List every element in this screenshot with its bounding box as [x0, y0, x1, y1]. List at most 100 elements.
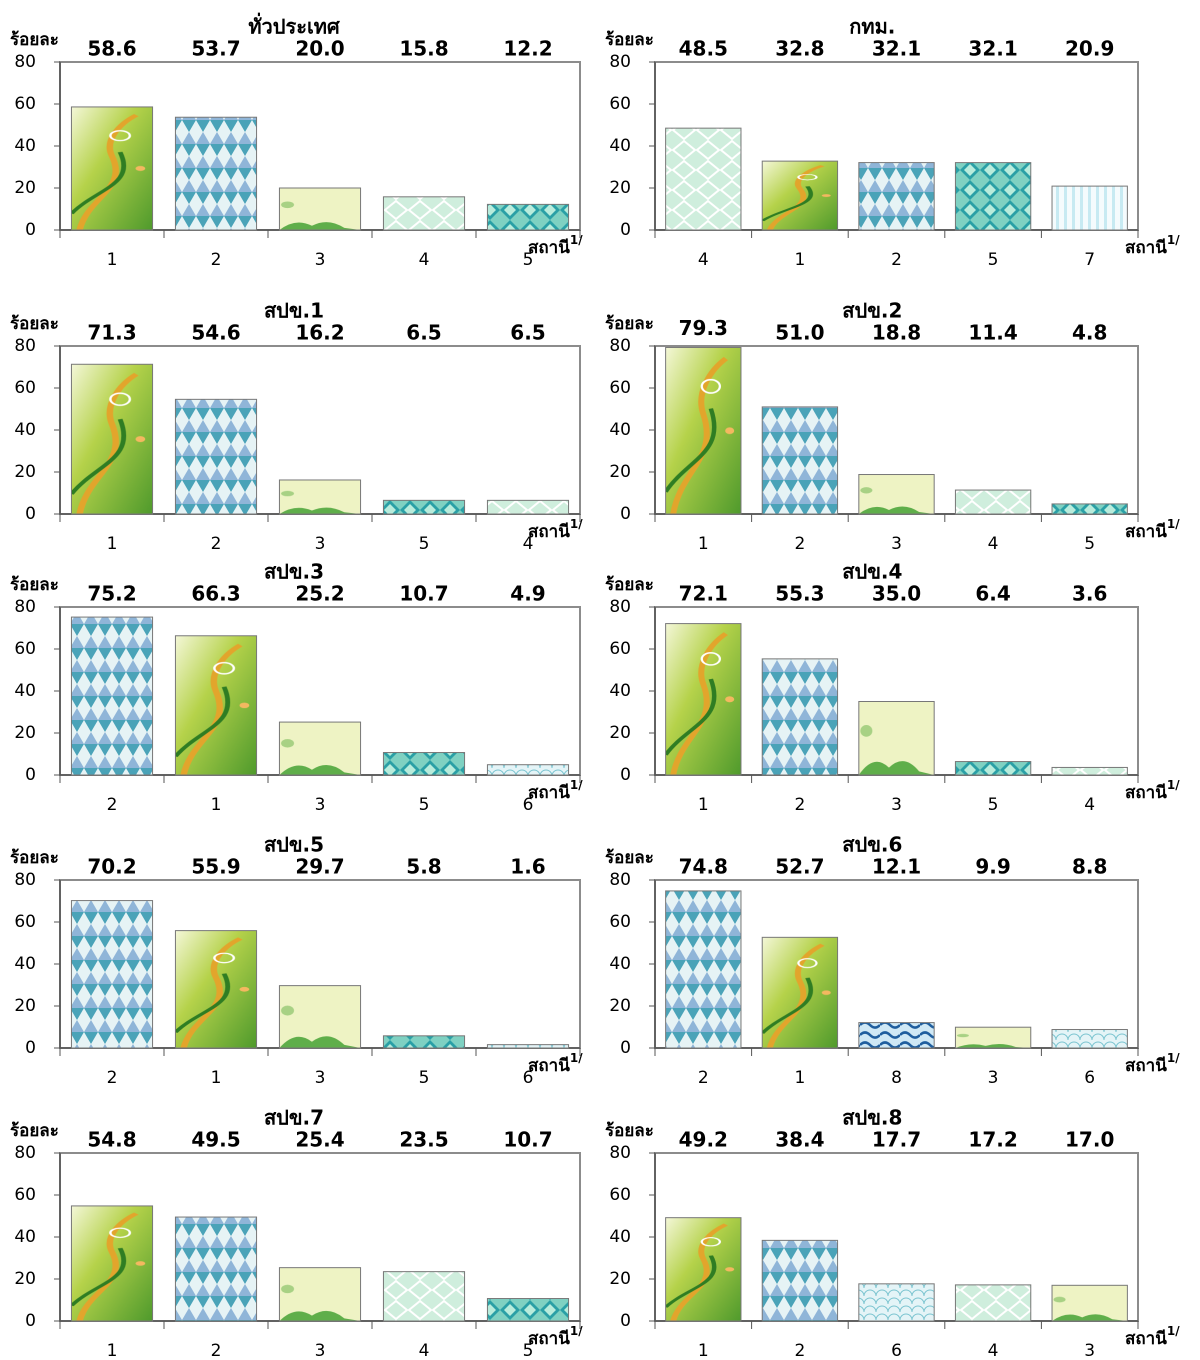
y-axis-label: ร้อยละ: [605, 1121, 654, 1141]
bar: [174, 930, 258, 1049]
y-tick-label: 20: [14, 178, 36, 198]
bar: [954, 1284, 1032, 1322]
bar: [382, 196, 466, 231]
y-axis-label: ร้อยละ: [605, 314, 654, 334]
x-tick-label: 1: [107, 250, 118, 270]
y-tick-label: 40: [609, 136, 631, 156]
value-label: 10.7: [399, 582, 448, 606]
x-axis-label-text: สถานี: [1125, 521, 1167, 542]
x-tick-label: 2: [794, 1341, 805, 1360]
bar: [1051, 766, 1128, 776]
value-label: 18.8: [872, 321, 921, 345]
x-tick-label: 2: [794, 795, 805, 815]
y-tick-label: 80: [14, 1143, 36, 1163]
x-tick-label: 2: [891, 250, 902, 270]
x-tick-label: 4: [988, 534, 999, 554]
bar: [278, 187, 362, 231]
bar: [174, 116, 258, 231]
bar: [278, 479, 362, 515]
y-tick-label: 40: [14, 681, 36, 701]
x-tick-label: 2: [211, 250, 222, 270]
bar: [70, 616, 154, 776]
x-tick-label: 8: [891, 1068, 902, 1088]
y-tick-label: 40: [609, 954, 631, 974]
chart-title: สปข.3: [264, 560, 324, 584]
value-label: 29.7: [295, 855, 344, 879]
x-tick-label: 1: [211, 795, 222, 815]
y-tick-label: 0: [620, 765, 631, 785]
value-label: 4.9: [510, 582, 545, 606]
x-axis-label-text: สถานี: [1125, 237, 1167, 258]
value-label: 25.2: [295, 582, 344, 606]
y-tick-label: 40: [14, 136, 36, 156]
x-tick-label: 1: [107, 534, 118, 554]
bar: [858, 1022, 935, 1049]
value-label: 8.8: [1072, 855, 1107, 879]
x-axis-label-superscript: 1/: [1167, 517, 1180, 531]
x-tick-label: 4: [698, 250, 709, 270]
bar: [858, 1283, 935, 1322]
x-tick-label: 5: [523, 250, 534, 270]
x-axis-label-superscript: 1/: [1167, 233, 1180, 247]
x-axis-label: สถานี1/: [528, 778, 583, 804]
value-label: 17.7: [872, 1128, 921, 1152]
value-label: 23.5: [399, 1128, 448, 1152]
x-tick-label: 2: [211, 1341, 222, 1360]
x-axis-label-text: สถานี: [528, 1055, 570, 1076]
y-tick-label: 60: [14, 94, 36, 114]
bar: [858, 162, 935, 231]
chart-title: สปข.6: [842, 833, 902, 857]
x-tick-label: 1: [107, 1341, 118, 1360]
y-tick-label: 20: [14, 1269, 36, 1289]
x-axis-label-text: สถานี: [1125, 1055, 1167, 1076]
y-tick-label: 20: [609, 996, 631, 1016]
value-label: 4.8: [1072, 321, 1107, 345]
y-tick-label: 40: [14, 954, 36, 974]
x-tick-label: 6: [1084, 1068, 1095, 1088]
x-tick-label: 3: [315, 250, 326, 270]
y-tick-label: 20: [609, 1269, 631, 1289]
value-label: 38.4: [775, 1128, 824, 1152]
x-tick-label: 2: [698, 1068, 709, 1088]
value-label: 74.8: [679, 855, 728, 879]
x-axis-label-superscript: 1/: [570, 517, 583, 531]
x-axis-label-superscript: 1/: [1167, 778, 1180, 792]
y-tick-label: 20: [14, 723, 36, 743]
x-axis-label: สถานี1/: [528, 1051, 583, 1077]
bar: [278, 721, 362, 776]
y-tick-label: 20: [609, 723, 631, 743]
value-label: 75.2: [87, 582, 136, 606]
y-tick-label: 60: [14, 1185, 36, 1205]
y-tick-label: 60: [609, 94, 631, 114]
y-axis-label: ร้อยละ: [605, 30, 654, 50]
bar: [382, 1271, 466, 1322]
value-label: 58.6: [87, 37, 136, 61]
value-label: 32.1: [968, 37, 1017, 61]
y-axis-label: ร้อยละ: [10, 1121, 59, 1141]
x-tick-label: 6: [523, 795, 534, 815]
bar: [858, 474, 935, 515]
y-tick-label: 0: [25, 220, 36, 240]
bar: [1051, 503, 1128, 515]
value-label: 20.9: [1065, 37, 1114, 61]
y-axis-label: ร้อยละ: [605, 575, 654, 595]
bar: [954, 761, 1032, 776]
x-axis-label: สถานี1/: [528, 233, 583, 259]
x-axis-label-text: สถานี: [1125, 1328, 1167, 1349]
y-tick-label: 80: [14, 870, 36, 890]
x-tick-label: 3: [891, 795, 902, 815]
y-tick-label: 80: [609, 870, 631, 890]
bar: [1051, 1029, 1128, 1049]
bar: [70, 1205, 154, 1322]
x-axis-label-superscript: 1/: [570, 778, 583, 792]
value-label: 66.3: [191, 582, 240, 606]
x-tick-label: 4: [988, 1341, 999, 1360]
bar: [382, 752, 466, 776]
value-label: 48.5: [679, 37, 728, 61]
x-tick-label: 3: [1084, 1341, 1095, 1360]
x-axis-label-text: สถานี: [528, 237, 570, 258]
value-label: 70.2: [87, 855, 136, 879]
x-axis-label: สถานี1/: [1125, 1051, 1180, 1077]
bar: [665, 890, 742, 1049]
